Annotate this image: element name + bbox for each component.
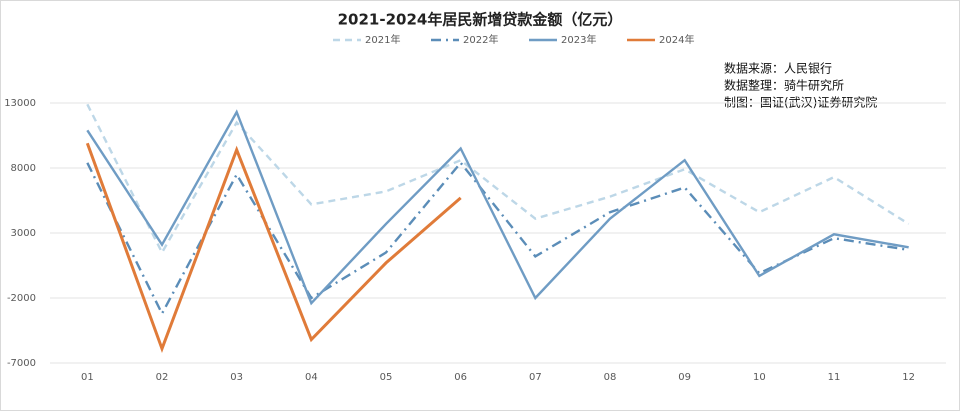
x-tick-label: 09 xyxy=(678,372,691,383)
line-series xyxy=(86,109,909,306)
x-tick-label: 03 xyxy=(230,372,243,383)
annotation: 数据整理：骑牛研究所 xyxy=(724,78,844,93)
line-series xyxy=(85,142,462,354)
annotation: 数据来源：人民银行 xyxy=(724,61,832,76)
x-tick-label: 10 xyxy=(753,372,766,383)
legend-label: 2024年 xyxy=(659,33,694,46)
x-tick-label: 05 xyxy=(380,372,393,383)
x-tick-label: 12 xyxy=(902,372,915,383)
chart-title: 2021-2024年居民新增贷款金额（亿元） xyxy=(338,11,623,29)
x-tick-label: 01 xyxy=(81,372,94,383)
x-tick-label: 11 xyxy=(828,372,841,383)
x-tick-label: 08 xyxy=(604,372,617,383)
annotation: 制图：国证(武汉)证券研究院 xyxy=(724,95,877,110)
x-tick-label: 06 xyxy=(454,372,467,383)
line-series xyxy=(86,160,909,317)
y-tick-label: 13000 xyxy=(4,98,36,109)
legend-label: 2023年 xyxy=(561,33,596,46)
x-tick-label: 04 xyxy=(305,372,318,383)
y-tick-label: -7000 xyxy=(7,358,36,369)
y-tick-label: 3000 xyxy=(11,228,36,239)
line-series xyxy=(86,103,910,256)
legend-label: 2022年 xyxy=(463,33,498,46)
legend-label: 2021年 xyxy=(365,33,400,46)
x-tick-label: 07 xyxy=(529,372,542,383)
x-tick-label: 02 xyxy=(156,372,169,383)
y-tick-label: 8000 xyxy=(11,163,36,174)
y-tick-label: -2000 xyxy=(7,293,36,304)
